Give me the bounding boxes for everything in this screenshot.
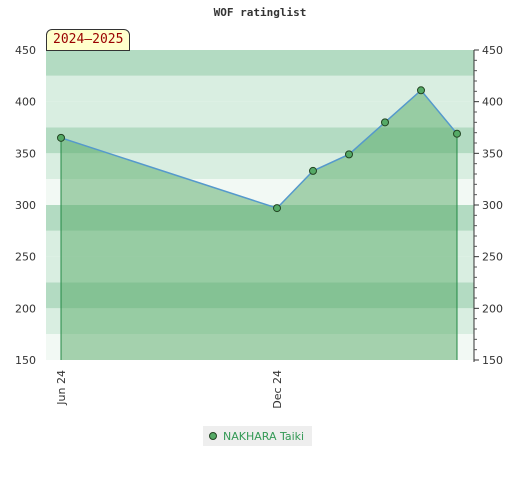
data-point <box>417 86 425 95</box>
background-band <box>46 50 474 76</box>
x-tick-label: Jun 24 <box>55 370 68 406</box>
points-layer <box>57 86 461 213</box>
data-point <box>309 166 317 175</box>
legend-label: NAKHARA Taiki <box>223 429 305 443</box>
legend[interactable]: NAKHARA Taiki <box>203 426 313 446</box>
legend-marker-icon <box>209 432 217 440</box>
season-badge: 2024–2025 <box>46 29 131 51</box>
data-point <box>345 150 353 159</box>
y-tick-label-right: 300 <box>482 199 503 212</box>
background-band <box>46 75 474 102</box>
y-tick-label-left: 150 <box>15 354 36 367</box>
x-tick-label: Dec 24 <box>271 370 284 409</box>
y-tick-label-left: 450 <box>15 44 36 57</box>
data-point <box>273 204 281 213</box>
y-tick-label-right: 150 <box>482 354 503 367</box>
y-tick-label-right: 250 <box>482 251 503 264</box>
data-point <box>453 129 461 138</box>
y-tick-label-right: 400 <box>482 96 503 109</box>
y-tick-label-left: 200 <box>15 302 36 315</box>
data-point <box>57 133 65 142</box>
y-tick-label-right: 200 <box>482 302 503 315</box>
y-tick-label-left: 300 <box>15 199 36 212</box>
y-tick-label-right: 350 <box>482 147 503 160</box>
axes: 150 150 200 200 250 250 300 300 350 350 400 400 450 4… <box>15 44 503 409</box>
data-point <box>381 118 389 127</box>
rating-area <box>61 90 457 361</box>
y-tick-label-right: 450 <box>482 44 503 57</box>
y-tick-label-left: 250 <box>15 251 36 264</box>
y-tick-label-left: 350 <box>15 147 36 160</box>
chart-title: WOF ratinglist <box>213 6 307 19</box>
y-tick-label-left: 400 <box>15 96 36 109</box>
